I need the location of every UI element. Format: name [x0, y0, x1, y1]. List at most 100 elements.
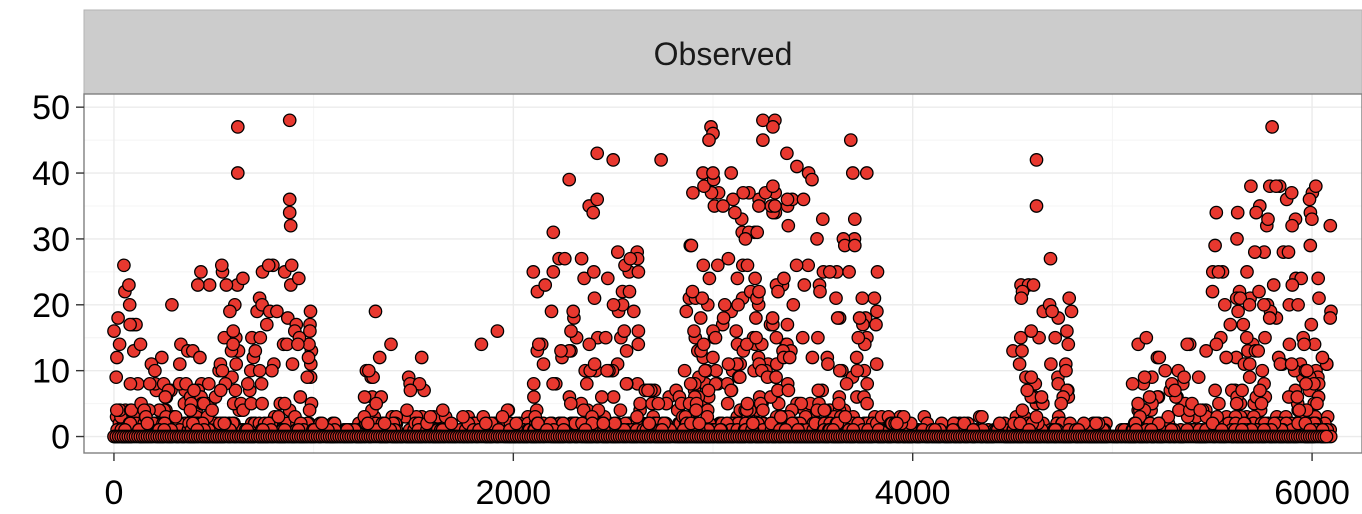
data-point [579, 376, 594, 391]
y-tick-label: 20 [32, 287, 70, 325]
data-point [1020, 383, 1035, 398]
data-point [563, 396, 578, 411]
data-point [697, 179, 711, 194]
data-point [1254, 396, 1269, 411]
data-point [769, 370, 783, 385]
data-point [133, 337, 148, 352]
data-point [194, 265, 208, 279]
data-point [651, 396, 666, 411]
data-point [229, 357, 244, 371]
data-point [736, 185, 751, 200]
data-point [1230, 205, 1245, 220]
data-point [1242, 297, 1257, 312]
data-point [1304, 317, 1319, 332]
data-point [271, 409, 286, 424]
data-point [283, 218, 298, 233]
data-point [226, 337, 240, 352]
y-tick-label: 30 [32, 221, 70, 259]
data-point [165, 297, 179, 312]
data-point [219, 278, 234, 292]
data-point [831, 396, 846, 411]
data-point [849, 350, 864, 365]
data-point [1303, 238, 1318, 253]
data-point [293, 390, 308, 404]
data-point [456, 409, 470, 424]
data-point [285, 357, 300, 371]
data-point [1231, 304, 1245, 319]
data-point [544, 304, 559, 319]
data-point [687, 324, 701, 338]
data-point [369, 396, 384, 411]
data-point [1089, 416, 1103, 431]
y-tick-label: 10 [32, 353, 70, 391]
data-point [111, 311, 125, 325]
data-point [577, 271, 591, 286]
data-point [1012, 357, 1027, 371]
data-point [201, 376, 216, 391]
data-point [158, 390, 173, 404]
data-point [1308, 179, 1323, 194]
data-point [123, 376, 138, 391]
data-point [1029, 153, 1044, 167]
data-point [284, 258, 299, 273]
data-point [403, 383, 418, 398]
data-point [546, 225, 561, 240]
data-point [259, 317, 274, 332]
data-point [631, 265, 646, 279]
data-point [142, 376, 157, 391]
data-point [850, 363, 865, 378]
data-point [109, 370, 124, 385]
data-point [123, 317, 137, 332]
data-point [771, 284, 785, 299]
data-point [1212, 396, 1226, 411]
data-point [1236, 317, 1251, 332]
x-axis: 0 2000 4000 6000 [104, 453, 1350, 512]
data-point [1300, 363, 1314, 378]
data-point [230, 166, 245, 180]
data-point [282, 113, 297, 128]
data-point [546, 265, 561, 279]
data-point [236, 271, 250, 286]
data-point [1137, 370, 1152, 385]
data-point [870, 265, 885, 279]
data-point [1285, 278, 1300, 292]
data-point [566, 304, 581, 319]
data-point [140, 416, 155, 431]
data-point [1251, 344, 1266, 358]
data-point [1029, 409, 1044, 424]
data-point [1161, 409, 1176, 424]
data-point [1015, 344, 1029, 358]
data-point [254, 376, 269, 391]
data-point [412, 376, 427, 391]
data-point [782, 350, 797, 365]
facet-strip: Observed [83, 9, 1362, 95]
data-point [474, 337, 489, 352]
data-point [230, 120, 245, 134]
data-point [1205, 284, 1220, 299]
data-point [215, 363, 230, 378]
data-point [838, 409, 853, 424]
data-point [829, 291, 843, 306]
data-point [708, 330, 723, 345]
data-point [117, 258, 131, 273]
data-point [766, 179, 780, 194]
data-point [749, 330, 763, 345]
data-point [842, 265, 856, 279]
data-point [756, 133, 770, 147]
data-point [765, 311, 780, 325]
data-point [1168, 383, 1182, 398]
data-point [738, 232, 753, 246]
data-point [702, 133, 716, 147]
data-point [546, 376, 560, 391]
data-point [630, 409, 644, 424]
data-point [1060, 324, 1074, 338]
data-point [596, 416, 611, 431]
data-point [1311, 271, 1326, 286]
data-point [702, 271, 717, 286]
data-point [724, 166, 739, 180]
data-point [226, 324, 241, 338]
data-point [536, 357, 551, 371]
data-point [777, 271, 791, 286]
data-point [739, 337, 754, 352]
